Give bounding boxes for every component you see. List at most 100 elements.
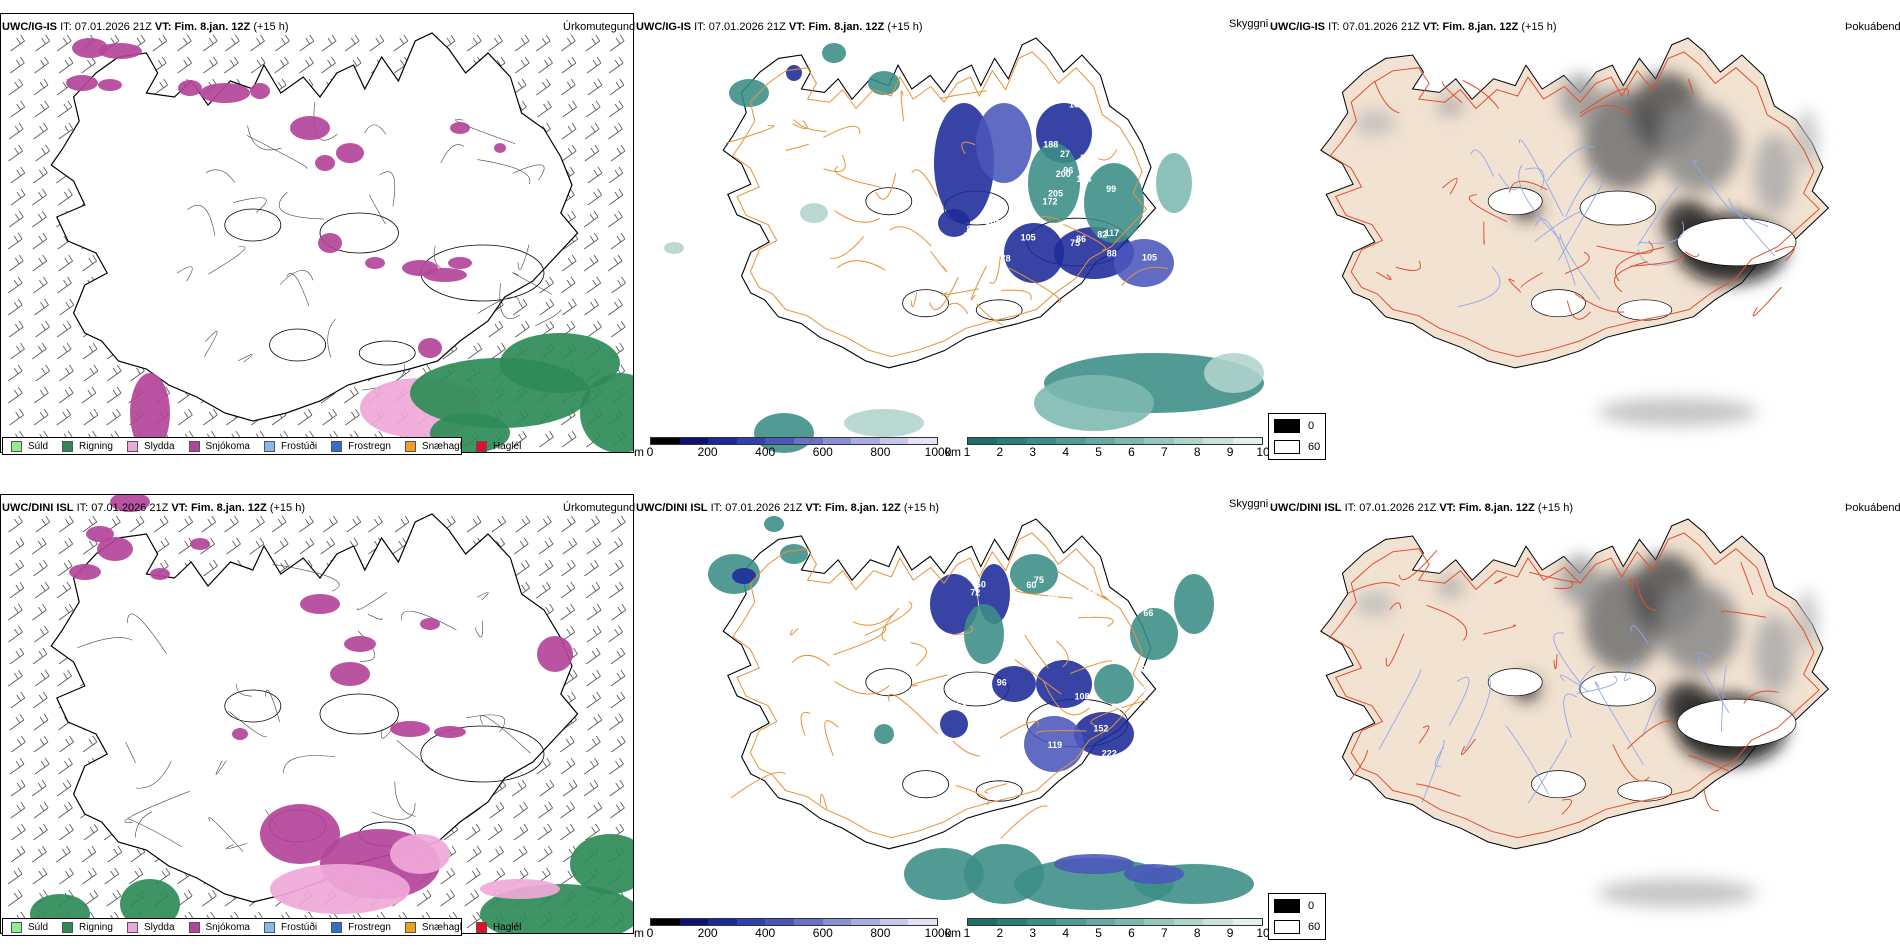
fog-legend-label: 60 [1308, 921, 1321, 933]
ceiling-value: 87 [966, 224, 976, 234]
ceiling-value: 27 [1060, 149, 1070, 159]
ceiling-value: 78 [1001, 254, 1011, 264]
ceiling-value: 64 [1141, 665, 1151, 675]
precip-map-bottom [7, 494, 634, 934]
colorbar-cell [1203, 919, 1233, 925]
legend-label: Slydda [143, 440, 175, 452]
colorbar-cell [651, 919, 680, 925]
fog-legend-swatch [1274, 440, 1300, 454]
ceiling-colorbar-bottom: m 0 200 400 600 800 1000 [634, 918, 951, 942]
ceiling-value: 472 [1068, 619, 1083, 629]
legend-item: Frostregn [331, 440, 391, 452]
fog-legend-bottom: 0 60 [1268, 893, 1326, 940]
colorbar-tick: 3 [1029, 926, 1037, 940]
ceiling-value: 96 [997, 678, 1007, 688]
colorbar-cell [879, 438, 909, 444]
ceiling-value: 163 [951, 700, 966, 710]
colorbar-cell [822, 919, 852, 925]
ceiling-value: 222 [1102, 748, 1117, 758]
colorbar-tick: 9 [1226, 926, 1234, 940]
legend-label: Frostregn [348, 921, 391, 933]
fog-legend-label: 0 [1308, 900, 1315, 912]
fog-legend-swatch [1274, 419, 1300, 433]
legend-item: Rigning [62, 440, 113, 452]
colorbar-strip [650, 437, 938, 445]
colorbar-cell [1056, 919, 1086, 925]
ceiling-value: 186 [925, 669, 940, 679]
roads [176, 102, 562, 391]
colorbar-tick: 8 [1193, 926, 1201, 940]
fog-legend-swatch [1274, 920, 1300, 934]
ceiling-value: 205 [1048, 188, 1063, 198]
legend-swatch [188, 921, 200, 933]
ceiling-value: 78 [948, 745, 958, 755]
ceiling-value: 105 [1142, 253, 1157, 263]
colorbar-cell [908, 919, 937, 925]
colorbar-tick: 600 [812, 926, 833, 940]
legend-swatch [475, 921, 487, 933]
visibility-header-bottom: UWC/DINI ISL IT: 07.01.2026 21Z VT: Fim.… [636, 502, 939, 514]
colorbar-tick: 1 [963, 445, 971, 459]
colorbar-cell [1232, 919, 1263, 925]
precip-title-top: Úrkomutegund [563, 21, 636, 33]
colorbar-cell [793, 438, 823, 444]
colorbar-tick: 1000 [924, 445, 952, 459]
colorbar-tick: 600 [812, 445, 833, 459]
legend-item: Frostúði [263, 921, 317, 933]
colorbar-tick: 5 [1095, 926, 1102, 940]
colorbar-tick: 3 [1029, 445, 1037, 459]
legend-swatch [62, 440, 74, 452]
legend-swatch [404, 440, 416, 452]
ceiling-value: 258 [968, 684, 983, 694]
ceiling-labels: 258 146 78 84 60 64 99 96 222 222 66 100 472 77 152 108… [925, 575, 1154, 758]
colorbar-cell [708, 438, 737, 444]
precip-header-bottom: UWC/DINI ISL IT: 07.01.2026 21Z VT: Fim.… [2, 502, 305, 514]
fog-title-top: Þokuábendi [1845, 21, 1900, 33]
colorbar-tick: 2 [996, 926, 1004, 940]
ceiling-value: 362 [1076, 609, 1091, 619]
colorbar-tick: 8 [1193, 445, 1201, 459]
colorbar-tick: 7 [1160, 445, 1168, 459]
colorbar-tick: 0 [646, 926, 654, 940]
fog-legend-row: 0 [1274, 899, 1314, 913]
colorbar-cell [851, 919, 880, 925]
colorbar-cell [736, 919, 766, 925]
colorbar-cell [679, 438, 709, 444]
colorbar-cell [736, 438, 766, 444]
ceiling-value: 108 [1080, 153, 1095, 163]
ceiling-value: 56 [1070, 644, 1080, 654]
legend-item: Snjókoma [188, 440, 250, 452]
ceiling-value: 96 [1056, 226, 1066, 236]
legend-label: Haglél [492, 921, 522, 933]
legend-label: Rigning [79, 921, 113, 933]
legend-item: Rigning [62, 921, 113, 933]
glaciers [1487, 668, 1797, 802]
legend-swatch [11, 921, 22, 933]
precip-map-top [7, 32, 634, 453]
rivers [1457, 139, 1776, 308]
ceiling-value: 228 [1005, 707, 1020, 717]
precip-header-top: UWC/IG-IS IT: 07.01.2026 21Z VT: Fim. 8.… [2, 21, 289, 33]
visibility-panel-bottom: 258 146 78 84 60 64 99 96 222 222 66 100 472 77 152 108… [634, 494, 1270, 934]
legend-label: Snæhagl [421, 921, 462, 933]
ceiling-value: 171 [995, 93, 1010, 103]
colorbar-tick: 400 [755, 926, 776, 940]
colorbar-cell [1144, 919, 1174, 925]
colorbar-cell [908, 438, 937, 444]
colorbar-unit: km [945, 445, 961, 459]
ceiling-value: 219 [1082, 588, 1097, 598]
visibility-title-top: Skyggni [1229, 18, 1269, 30]
colorbar-cell [1144, 438, 1174, 444]
colorbar-cell [1026, 438, 1057, 444]
colorbar-cell [1115, 438, 1145, 444]
colorbar-unit: m [634, 445, 644, 459]
colorbar-strip [967, 437, 1263, 445]
colorbar-tick: 9 [1226, 445, 1234, 459]
ceiling-value: 99 [1048, 593, 1058, 603]
legend-label: Haglél [492, 440, 522, 452]
colorbar-tick: 6 [1128, 926, 1135, 940]
precip-areas [66, 38, 634, 453]
colorbar-cell [968, 919, 998, 925]
legend-item: Snjókoma [188, 921, 250, 933]
